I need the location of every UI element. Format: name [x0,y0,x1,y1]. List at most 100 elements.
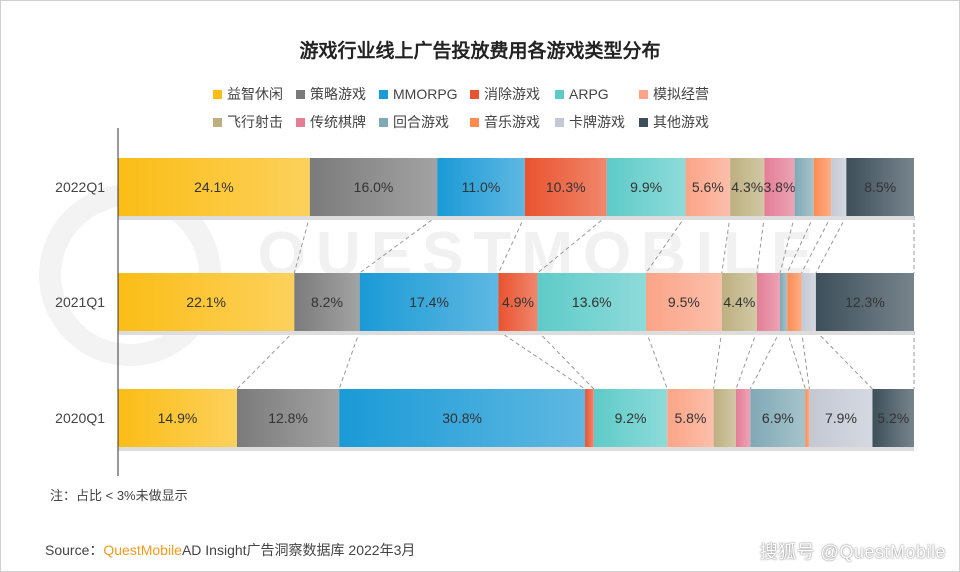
legend-label: 益智休闲 [227,86,283,102]
bar-segment [118,389,237,447]
bar-segment [339,389,586,447]
legend-swatch [555,89,564,99]
data-label: 10.3% [546,179,586,195]
data-label: 5.6% [692,179,724,195]
bar-segment [809,389,873,447]
connector-line [713,330,723,390]
connector-line [498,330,586,390]
data-label: 5.8% [674,410,706,426]
bar-segment [735,389,751,447]
bar-segment [537,273,647,331]
legend-label: 飞行射击 [227,114,283,130]
legend-swatch [296,117,305,127]
connector-line [801,215,832,274]
legend-swatch [213,89,222,99]
data-label: 12.8% [268,410,308,426]
connector-line [645,330,668,390]
source-brand: QuestMobile [103,542,182,558]
bar-segment [606,158,686,216]
data-label: 9.5% [668,294,700,310]
legend-item: 传统棋牌 [296,112,379,132]
category-label: 2020Q1 [55,410,105,426]
legend-item: 回合游戏 [379,112,470,132]
connector-line [645,215,686,274]
connector-line [786,215,815,274]
data-label: 12.3% [845,294,885,310]
legend-item: 益智休闲 [213,84,296,104]
data-label: 24.1% [194,179,234,195]
legend-swatch [470,89,479,99]
connector-line [497,215,526,274]
connector-line [815,215,847,274]
bar-segment [730,158,765,216]
data-label: 4.9% [502,294,534,310]
data-label: 3.8% [764,179,796,195]
legend-label: 传统棋牌 [310,114,366,130]
bar-segment [805,389,810,447]
category-label: 2021Q1 [55,294,105,310]
data-label: 9.9% [630,179,662,195]
connector-line [236,330,295,390]
bar-segment [437,158,525,216]
legend-label: 策略游戏 [310,86,366,102]
bar-segment [801,273,816,331]
bar-shadow [118,216,914,220]
data-label: 30.8% [442,410,482,426]
legend-swatch [296,89,305,99]
legend-item: 策略游戏 [296,84,379,104]
bar-segment [815,273,914,331]
data-label: 11.0% [462,179,501,195]
legend-swatch [639,117,648,127]
bar-segment [831,158,847,216]
connector-line [756,215,765,274]
bar-segment [764,158,795,216]
data-label: 14.9% [158,410,198,426]
connector-line [537,330,595,390]
legend-item: 音乐游戏 [470,112,555,132]
data-label: 17.4% [409,294,449,310]
bar-segment [294,273,360,331]
connector-line [749,330,781,390]
data-label: 4.4% [723,294,755,310]
bar-segment [236,389,340,447]
data-label: 6.9% [762,410,794,426]
bar-segment [498,273,538,331]
data-label: 9.2% [615,410,647,426]
bar-segment [593,389,668,447]
bar-shadow [118,447,914,451]
legend-item: 其他游戏 [639,112,721,132]
data-label: 4.3% [731,179,763,195]
bar-segment [646,273,722,331]
data-label: 16.0% [354,179,394,195]
legend-item: ARPG [555,84,639,104]
bar-segment [685,158,731,216]
category-label: 2022Q1 [55,179,105,195]
bar-segment [524,158,607,216]
connector-line [815,330,873,390]
bar-segment [359,273,499,331]
connector-line [779,215,796,274]
legend-label: ARPG [569,86,609,102]
legend-swatch [213,117,222,127]
bar-segment [118,158,310,216]
legend-swatch [639,89,648,99]
legend-row-2: 飞行射击 传统棋牌 回合游戏 音乐游戏 卡牌游戏 其他游戏 [213,112,721,132]
data-label: 22.1% [186,294,226,310]
data-label: 7.9% [825,410,857,426]
chart-title: 游戏行业线上广告投放费用各游戏类型分布 [299,41,661,62]
legend-item: MMORPG [379,84,470,104]
source-prefix: Source： [45,542,104,558]
legend-item: 模拟经营 [639,84,721,104]
bar-segment [813,158,832,216]
legend-swatch [379,117,388,127]
data-label: 13.6% [572,294,612,310]
legend-item: 消除游戏 [470,84,555,104]
connector-line [721,215,731,274]
bar-segment [780,273,788,331]
data-label: 8.2% [311,294,343,310]
bar-segment [872,389,914,447]
connector-line [735,330,758,390]
watermark: 搜狐号 @QuestMobile [759,542,946,562]
source-line: Source：QuestMobileAD Insight广告洞察数据库 2022… [45,540,415,560]
